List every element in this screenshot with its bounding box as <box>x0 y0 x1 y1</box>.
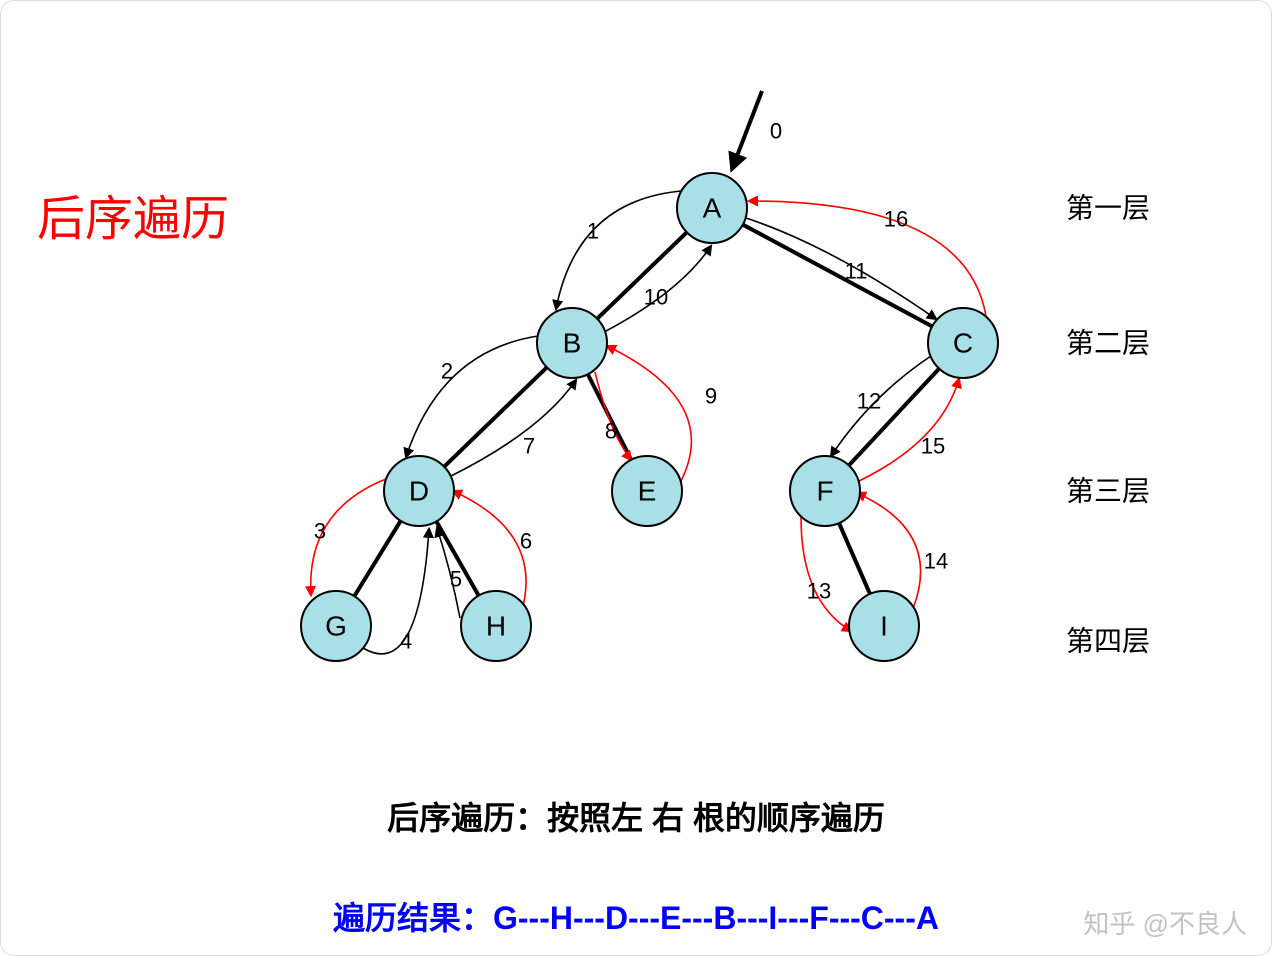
step-number-5: 5 <box>450 567 462 592</box>
node-label-G: G <box>325 611 347 642</box>
step-number-2: 2 <box>441 359 453 384</box>
node-label-F: F <box>816 476 833 507</box>
diagram-frame: 后序遍历 12345678910111213141516 0 ABCDEFGHI… <box>0 0 1272 956</box>
step-number-4: 4 <box>400 629 412 654</box>
step-arc-11 <box>746 218 936 319</box>
step-arc-6 <box>453 491 526 606</box>
node-label-A: A <box>703 193 722 224</box>
level-label-4: 第四层 <box>1066 626 1150 657</box>
level-label-2: 第二层 <box>1066 328 1150 359</box>
step-number-12: 12 <box>857 389 881 414</box>
node-label-I: I <box>880 611 888 642</box>
step-arc-4 <box>363 529 429 654</box>
step-number-16: 16 <box>884 207 908 232</box>
tree-edge <box>597 232 687 318</box>
result-text: 遍历结果：G---H---D---E---B---I---F---C---A <box>1 893 1271 939</box>
step-number-8: 8 <box>605 419 617 444</box>
step-arc-16 <box>749 201 986 316</box>
tree-edge <box>743 225 932 327</box>
step-number-10: 10 <box>644 285 668 310</box>
level-label-3: 第三层 <box>1066 476 1150 507</box>
step-number-14: 14 <box>924 549 948 574</box>
step-number-0: 0 <box>770 119 782 144</box>
step-number-6: 6 <box>520 529 532 554</box>
step-number-11: 11 <box>845 259 868 284</box>
node-label-B: B <box>563 328 582 359</box>
step-number-7: 7 <box>523 434 535 459</box>
node-label-H: H <box>486 611 506 642</box>
tree-edge <box>354 521 400 596</box>
node-label-E: E <box>638 476 657 507</box>
tree-edge <box>588 374 631 460</box>
tree-diagram: 12345678910111213141516 0 ABCDEFGHI 第一层第… <box>1 1 1272 761</box>
step-arc-7 <box>451 380 576 476</box>
level-label-1: 第一层 <box>1066 193 1150 224</box>
caption-text: 后序遍历：按照左 右 根的顺序遍历 <box>1 793 1271 839</box>
node-label-C: C <box>953 328 973 359</box>
step-number-13: 13 <box>807 579 831 604</box>
node-label-D: D <box>409 476 429 507</box>
step-number-3: 3 <box>314 519 326 544</box>
step-number-1: 1 <box>587 219 599 244</box>
entry-arrow <box>732 91 762 169</box>
step-number-9: 9 <box>705 384 717 409</box>
step-number-15: 15 <box>921 434 945 459</box>
tree-edge <box>839 523 870 594</box>
